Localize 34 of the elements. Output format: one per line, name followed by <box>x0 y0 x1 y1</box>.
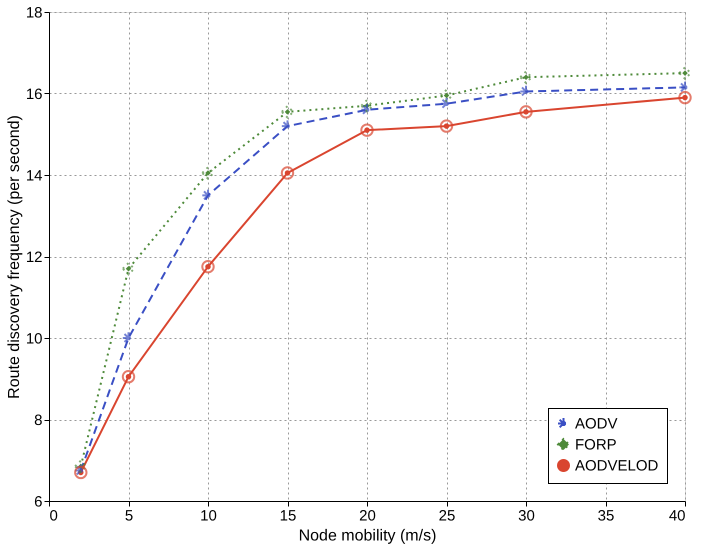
point <box>122 262 136 276</box>
x-axis-title: Node mobility (m/s) <box>298 528 436 544</box>
point <box>678 66 692 80</box>
x-tick-label: 0 <box>50 508 58 524</box>
point <box>201 260 215 274</box>
y-tick-label: 16 <box>26 86 42 103</box>
point <box>201 166 215 180</box>
point <box>280 105 294 119</box>
x-tick-label: 5 <box>124 508 134 524</box>
point <box>360 123 374 137</box>
x-tick-label: 10 <box>200 508 217 524</box>
point <box>519 105 533 119</box>
legend-label: AODVELOD <box>575 458 659 474</box>
x-tick-label: 40 <box>668 508 686 524</box>
x-tick-label: 25 <box>438 508 456 524</box>
x-tick-label: 20 <box>359 508 376 524</box>
point <box>519 70 533 84</box>
point <box>440 119 454 133</box>
y-tick-label: 6 <box>34 494 42 510</box>
point <box>122 370 136 384</box>
y-tick-label: 8 <box>34 412 42 429</box>
x-tick-label: 15 <box>280 508 296 524</box>
y-tick-label: 10 <box>26 330 42 348</box>
point <box>280 166 294 180</box>
x-tick-label: 35 <box>598 508 614 524</box>
x-tick-label: 30 <box>518 508 535 524</box>
y-tick-label: 14 <box>26 168 42 184</box>
legend-label: AODV <box>575 416 618 432</box>
y-axis-title: Route discovery frequency (per second) <box>6 115 23 399</box>
y-tick-label: 18 <box>26 4 42 22</box>
y-tick-label: 12 <box>26 249 42 266</box>
point <box>440 88 454 102</box>
point <box>678 90 692 104</box>
legend-label: FORP <box>575 436 617 454</box>
